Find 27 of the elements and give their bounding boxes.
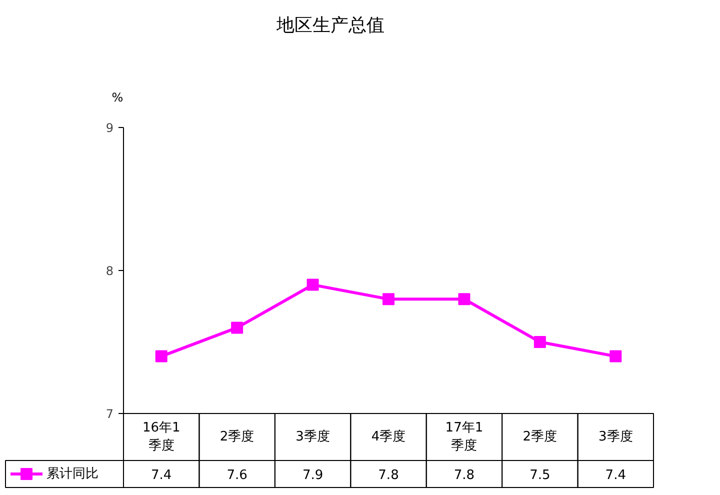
data-label: 7.9	[302, 468, 324, 483]
point	[231, 322, 244, 334]
chart-title: 地区生产总值	[276, 15, 384, 36]
data-label: 7.8	[378, 468, 399, 483]
x-tick-label: 3季度	[598, 428, 633, 444]
legend-label: 累计同比	[46, 466, 98, 482]
data-label: 7.5	[530, 468, 550, 483]
point	[534, 336, 546, 348]
y-tick-label: 7	[106, 407, 114, 421]
x-tick-label: 16年1季度	[142, 420, 180, 454]
x-tick-label: 3季度	[296, 428, 330, 444]
point	[306, 278, 319, 291]
point	[458, 293, 470, 306]
data-label: 7.4	[151, 468, 172, 483]
x-tick-label: 4季度	[371, 428, 406, 444]
x-tick-label: 17年1季度	[445, 420, 484, 454]
point	[382, 293, 394, 306]
x-tick-label: 2季度	[522, 428, 558, 444]
x-tick-label: 2季度	[220, 428, 254, 444]
y-tick-label: 9	[106, 121, 114, 135]
data-label: 7.8	[454, 468, 475, 483]
y-tick-label: 8	[106, 264, 114, 278]
point	[610, 350, 622, 362]
y-axis-title: %	[112, 90, 124, 104]
data-label: 7.4	[605, 468, 626, 483]
point	[155, 350, 168, 362]
data-label: 7.6	[226, 468, 248, 483]
